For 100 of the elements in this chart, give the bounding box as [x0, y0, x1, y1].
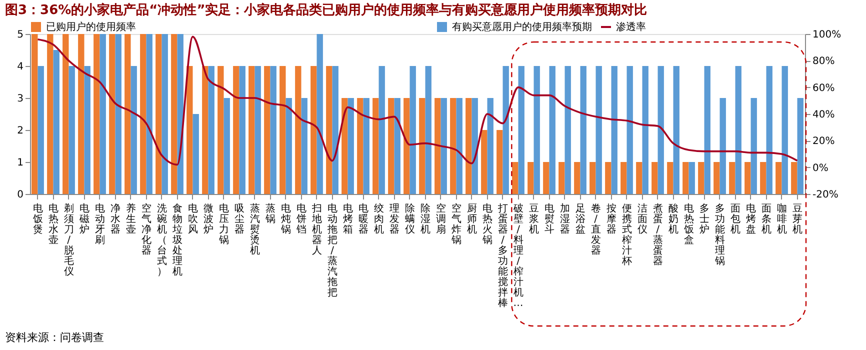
x-tick-label: 电热火锅 [481, 202, 492, 246]
bar [348, 98, 354, 194]
bar [456, 98, 462, 194]
bar [605, 162, 612, 194]
bar [673, 66, 680, 194]
x-tick-label: 便携式榨汁杯 [620, 204, 632, 267]
x-tick-label: 酸奶机 [668, 202, 678, 236]
bar [224, 98, 230, 194]
x-tick-label: 咖啡机 [776, 202, 787, 236]
bar [130, 66, 137, 194]
x-tick-label: 除湿机 [420, 202, 430, 236]
bar [735, 66, 742, 194]
legend-label: 有购买意愿用户的使用频率预期 [452, 21, 592, 33]
bar [652, 162, 658, 194]
bar [720, 98, 726, 194]
bar [450, 98, 456, 194]
bar [109, 34, 116, 194]
legend-label: 已购用户的使用频率 [46, 21, 136, 33]
bar [472, 98, 478, 194]
y2-tick-label: 60% [812, 82, 835, 94]
x-tick-label: 电磁炉 [78, 202, 90, 236]
x-tick-label: 电饭煲 [32, 202, 43, 236]
bar [124, 34, 131, 194]
bar [580, 66, 586, 194]
bar [100, 34, 106, 194]
bar [372, 98, 379, 194]
x-tick-label: 足浴盆 [575, 204, 586, 236]
x-tick-label: 吸尘器 [234, 204, 244, 236]
x-tick-label: 电吹风 [188, 202, 198, 236]
bar [574, 162, 580, 194]
bar [264, 66, 270, 194]
bar [254, 66, 261, 194]
bar [270, 66, 276, 194]
bar [596, 66, 602, 194]
bar [394, 98, 400, 194]
bar [47, 34, 54, 194]
legend-label: 渗透率 [616, 21, 646, 33]
line-series [36, 36, 798, 166]
y-tick-label: 1 [17, 158, 24, 168]
x-tick-label: 微波炉 [203, 204, 214, 236]
bar [543, 162, 550, 194]
bar [146, 34, 152, 194]
x-tick-label: 面包机 [730, 204, 740, 236]
bar [760, 162, 766, 194]
x-tick-label: 空气炸锅 [450, 202, 462, 246]
x-tick-label: 电压力锅 [218, 202, 229, 246]
bar [84, 66, 90, 194]
x-tick-label: 养生壶 [126, 202, 136, 236]
bar [248, 66, 255, 194]
bar [94, 34, 100, 194]
bar [38, 66, 44, 194]
bar [186, 66, 193, 194]
bar [481, 130, 488, 194]
x-tick-label: 电暖器 [358, 202, 368, 236]
bar [626, 66, 633, 194]
x-tick-label: 蒸汽熨烫机 [250, 202, 260, 256]
bar [62, 34, 69, 194]
bar [357, 98, 364, 194]
bar [68, 66, 75, 194]
y2-tick-label: 80% [812, 56, 835, 68]
bar [729, 162, 736, 194]
y2-tick-label: -20% [812, 190, 838, 200]
bar [425, 66, 432, 194]
bar [363, 98, 370, 194]
bar [310, 66, 317, 194]
x-tick-label: 空调扇 [436, 202, 446, 236]
bar [378, 66, 385, 194]
x-tick-label: 按摩器 [606, 202, 616, 236]
x-tick-label: 电炖锅 [280, 202, 291, 236]
bar [667, 162, 674, 194]
bar [590, 162, 596, 194]
bar [549, 66, 556, 194]
bar [564, 66, 571, 194]
bar [642, 66, 648, 194]
bar [620, 162, 627, 194]
bar [388, 98, 394, 194]
x-tick-label: 电热饭盒 [682, 202, 694, 246]
x-tick-label: 净水器 [110, 202, 120, 236]
bar [192, 114, 199, 194]
bar [332, 66, 338, 194]
x-tick-label: 电动牙刷 [94, 202, 105, 246]
bar [171, 34, 178, 194]
bar [53, 50, 60, 194]
bar [162, 34, 168, 194]
bar [611, 66, 618, 194]
category-label: 电动拖把/蒸汽拖把 [327, 204, 338, 298]
x-tick-label: 电烤箱 [342, 202, 353, 236]
bar [140, 34, 146, 194]
x-tick-label: 绞肉机 [374, 202, 384, 236]
y-tick-label: 3 [17, 94, 24, 104]
x-tick-label: 电热水壶 [48, 202, 58, 246]
x-tick-label: 电熨斗 [544, 202, 554, 236]
x-tick-label: 豆芽机 [792, 204, 802, 236]
bar [750, 98, 757, 194]
x-tick-label: 厨师机 [466, 204, 477, 236]
x-tick-label: 洗碗机（台式） [156, 202, 167, 278]
bar [518, 66, 524, 194]
x-tick-label: 卷/直发器 [590, 202, 601, 256]
bar [78, 34, 84, 194]
y2-tick-label: 100% [812, 30, 842, 40]
